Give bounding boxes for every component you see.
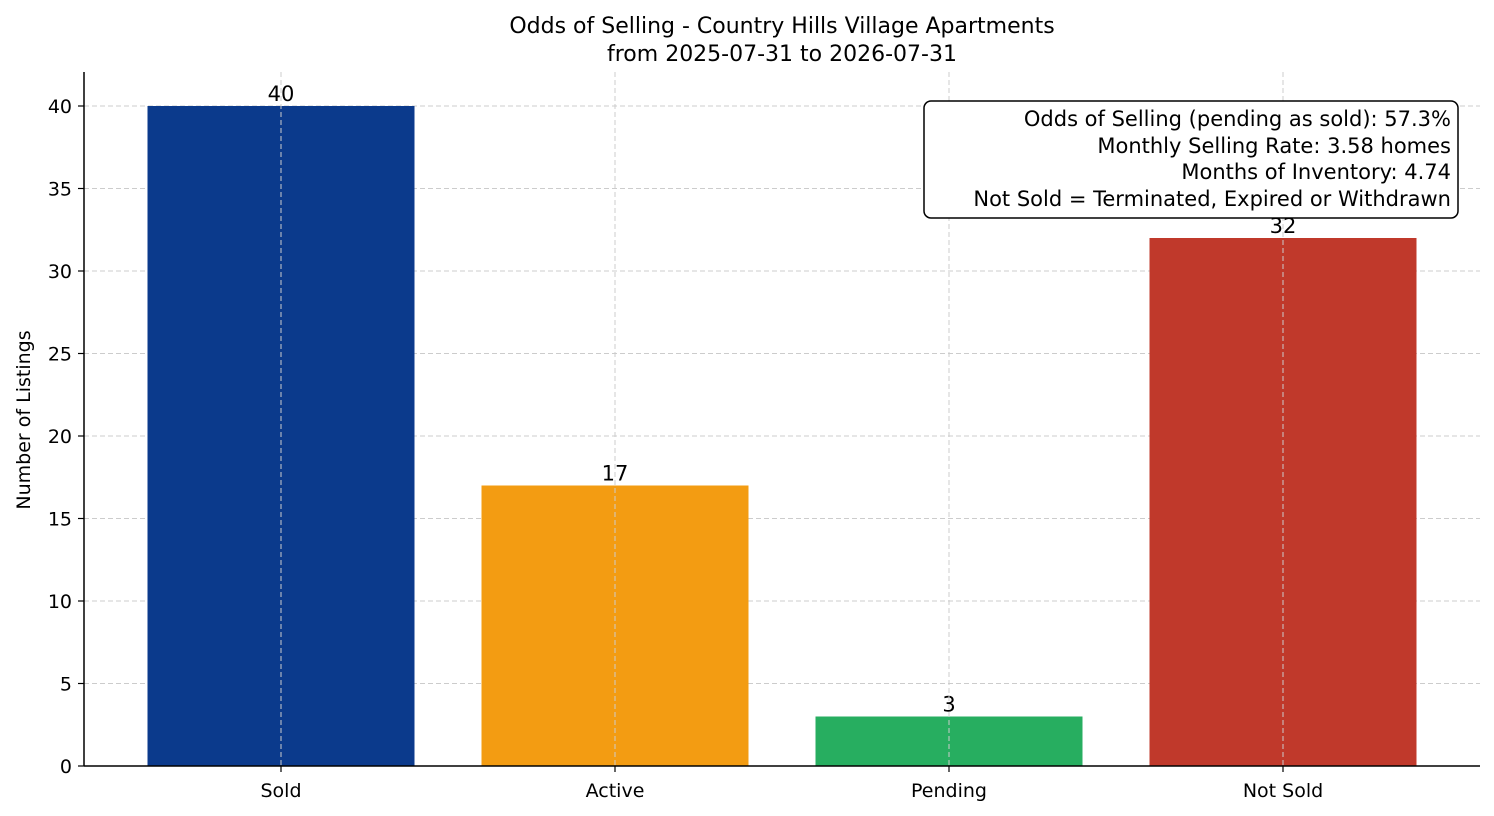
y-tick-label: 10 [48,591,72,613]
y-axis-label: Number of Listings [13,330,35,509]
bar-not-sold [1149,238,1417,766]
x-tick-label: Active [586,780,645,802]
x-tick-label: Sold [260,780,301,802]
y-ticks-layer: 0 5 10 15 20 25 30 35 40 [48,96,84,778]
y-tick-label: 35 [48,179,72,201]
y-tick-label: 15 [48,509,72,531]
y-tick-label: 30 [48,261,72,283]
info-line-rate: Monthly Selling Rate: 3.58 homes [1097,134,1451,158]
chart-title: Odds of Selling - Country Hills Village … [509,14,1054,39]
y-tick-label: 20 [48,426,72,448]
chart-subtitle: from 2025-07-31 to 2026-07-31 [607,42,957,67]
y-tick-label: 25 [48,344,72,366]
y-tick-label: 5 [60,674,72,696]
y-tick-label: 40 [48,96,72,118]
info-line-inventory: Months of Inventory: 4.74 [1181,160,1451,184]
value-label-sold: 40 [268,82,295,106]
info-box: Odds of Selling (pending as sold): 57.3%… [923,100,1459,219]
info-line-odds: Odds of Selling (pending as sold): 57.3% [1024,107,1451,131]
x-ticks-layer: Sold Active Pending Not Sold [260,766,1323,802]
y-tick-label: 0 [60,756,72,778]
x-tick-label: Not Sold [1243,780,1323,802]
info-line-not-sold-note: Not Sold = Terminated, Expired or Withdr… [973,187,1451,211]
info-box-frame [923,100,1459,219]
x-tick-label: Pending [911,780,987,802]
